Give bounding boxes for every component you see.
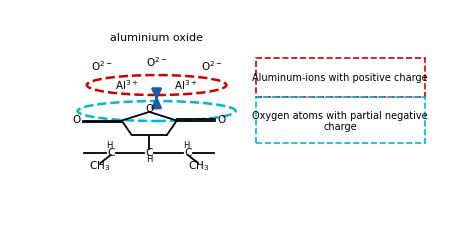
Text: C: C — [184, 148, 191, 157]
Text: C: C — [107, 148, 114, 157]
Text: CH$_3$: CH$_3$ — [89, 160, 110, 173]
Text: H: H — [106, 141, 112, 150]
Text: O: O — [218, 115, 226, 125]
Text: O$^{2-}$: O$^{2-}$ — [146, 55, 167, 69]
Text: H: H — [146, 155, 153, 164]
Text: Oxygen atoms with partial negative
charge: Oxygen atoms with partial negative charg… — [253, 111, 428, 132]
Text: C: C — [146, 148, 153, 157]
Text: O$^{2-}$: O$^{2-}$ — [201, 59, 222, 73]
Text: O: O — [146, 104, 154, 114]
Text: aluminium oxide: aluminium oxide — [110, 33, 203, 43]
Text: Al$^{3+}$: Al$^{3+}$ — [116, 78, 139, 92]
Text: O: O — [73, 115, 81, 125]
Text: Al$^{3+}$: Al$^{3+}$ — [174, 78, 198, 92]
Text: Aluminum-ions with positive charge: Aluminum-ions with positive charge — [253, 73, 428, 83]
Text: CH$_3$: CH$_3$ — [188, 160, 210, 173]
Text: O$^{2-}$: O$^{2-}$ — [91, 59, 112, 73]
Text: H: H — [183, 141, 189, 150]
